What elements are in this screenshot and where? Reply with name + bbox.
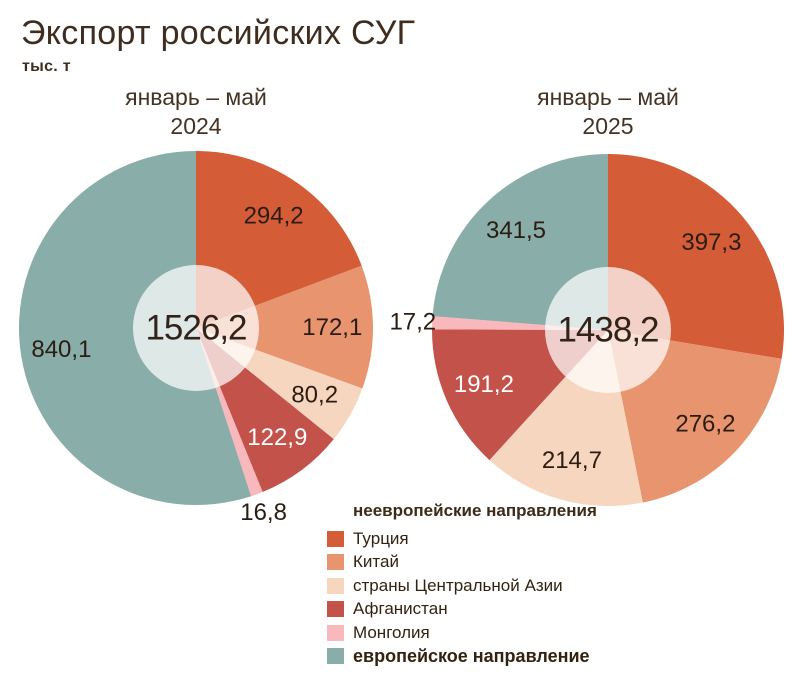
- unit-label: тыс. т: [22, 58, 71, 75]
- legend-swatch-central-asia: [327, 577, 344, 594]
- total-label-2025: 1438,2: [557, 311, 658, 350]
- chart-2024-year: 2024: [170, 113, 222, 139]
- legend-item-china: Китай: [327, 551, 597, 575]
- legend-item-label: Афганистан: [353, 599, 448, 619]
- pie-chart-2025: 397,3 276,2 214,7 191,2 17,2 341,5 1438,2: [389, 154, 785, 507]
- legend-item-afghanistan: Афганистан: [327, 598, 597, 622]
- pie-chart-2024: 294,2 172,1 80,2 122,9 16,8 840,1 1526,2: [18, 151, 373, 526]
- legend-item-label: Китай: [353, 552, 399, 572]
- legend: неевропейские направления Турция Китай стр…: [327, 501, 597, 668]
- donut-hole-2024: [133, 265, 259, 391]
- legend-item-mongolia: Монголия: [327, 621, 597, 645]
- legend-item-turkey: Турция: [327, 527, 597, 551]
- legend-header: неевропейские направления: [353, 501, 597, 520]
- slice-label-central-asia-2024: 80,2: [291, 382, 338, 409]
- legend-swatch-turkey: [327, 530, 344, 547]
- legend-item-europe: европейское направление: [327, 645, 597, 669]
- legend-item-label: Турция: [353, 528, 409, 548]
- slice-label-afghanistan-2025: 191,2: [454, 371, 514, 398]
- slice-label-china-2025: 276,2: [675, 411, 735, 438]
- slice-label-europe-2024: 840,1: [31, 336, 91, 363]
- legend-swatch-europe: [327, 648, 344, 665]
- slice-label-turkey-2024: 294,2: [244, 202, 304, 229]
- legend-swatch-mongolia: [327, 624, 344, 641]
- donut-hole-2025: [545, 267, 671, 393]
- legend-item-label: Монголия: [353, 622, 430, 642]
- legend-item-label: европейское направление: [353, 645, 590, 666]
- slice-label-china-2024: 172,1: [302, 314, 362, 341]
- page-title: Экспорт российских СУГ: [21, 14, 416, 52]
- legend-items: Турция Китай страны Центральной Азии Афгани…: [327, 527, 597, 668]
- slice-china-2024: [196, 265, 373, 389]
- chart-2025-year: 2025: [582, 113, 634, 139]
- slice-label-central-asia-2025: 214,7: [542, 447, 602, 474]
- legend-item-label: страны Центральной Азии: [353, 575, 563, 595]
- legend-item-central-asia: страны Центральной Азии: [327, 574, 597, 598]
- slice-label-mongolia-2025: 17,2: [389, 309, 436, 336]
- chart-2025-header: январь – май 2025: [537, 83, 679, 141]
- chart-2024-header: январь – май 2024: [125, 83, 267, 141]
- slice-label-mongolia-2024: 16,8: [240, 499, 287, 526]
- slice-label-afghanistan-2024: 122,9: [247, 424, 307, 451]
- legend-swatch-afghanistan: [327, 601, 344, 618]
- chart-2024-period: январь – май: [125, 84, 267, 110]
- slice-label-europe-2025: 341,5: [486, 217, 546, 244]
- legend-swatch-china: [327, 554, 344, 571]
- chart-2025-period: январь – май: [537, 84, 679, 110]
- slice-label-turkey-2025: 397,3: [681, 229, 741, 256]
- total-label-2024: 1526,2: [145, 309, 246, 348]
